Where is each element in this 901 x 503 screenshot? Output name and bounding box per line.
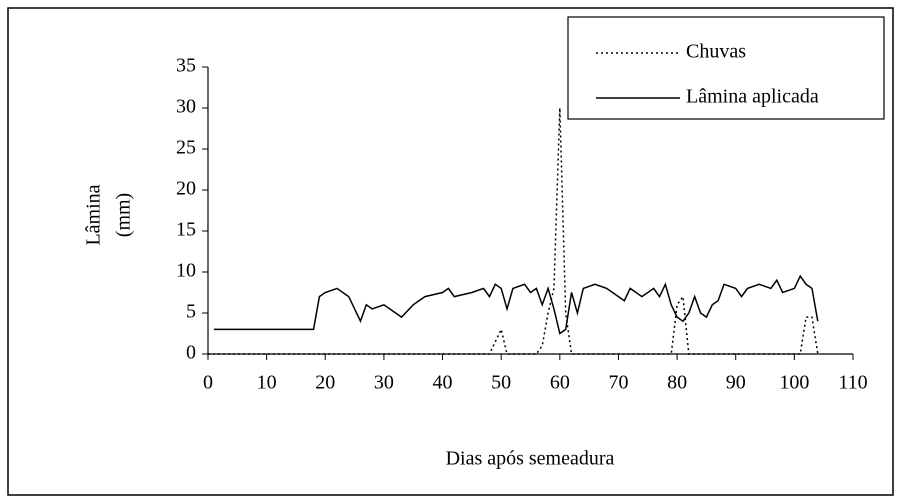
y-tick-label: 5 [186,301,196,323]
x-tick-label: 100 [779,372,809,394]
y-tick-label: 0 [186,342,196,364]
y-tick-label: 25 [176,137,196,159]
x-tick-label: 20 [315,372,335,394]
data-line [208,107,819,355]
legend-box [567,16,885,120]
y-tick-label: 30 [176,96,196,118]
x-tick-label: 90 [726,372,746,394]
x-tick-label: 50 [491,372,511,394]
y-tick-label: 20 [176,178,196,200]
x-tick-label: 60 [550,372,570,394]
x-tick-label: 70 [608,372,628,394]
legend-label: Chuvas [686,41,746,63]
y-axis-label: Lâmina [83,184,105,245]
x-tick-label: 40 [433,372,453,394]
x-tick-label: 110 [838,372,867,394]
y-tick-label: 15 [176,219,196,241]
x-axis-label: Dias após semeadura [446,448,615,470]
y-axis-label: (mm) [113,193,135,237]
x-tick-label: 10 [257,372,277,394]
legend-label: Lâmina aplicada [686,86,819,108]
x-tick-label: 80 [667,372,687,394]
y-tick-label: 10 [176,260,196,282]
data-line [213,274,819,335]
x-tick-label: 0 [203,372,213,394]
frame [7,7,894,496]
y-tick-label: 35 [176,55,196,77]
x-tick-label: 30 [374,372,394,394]
